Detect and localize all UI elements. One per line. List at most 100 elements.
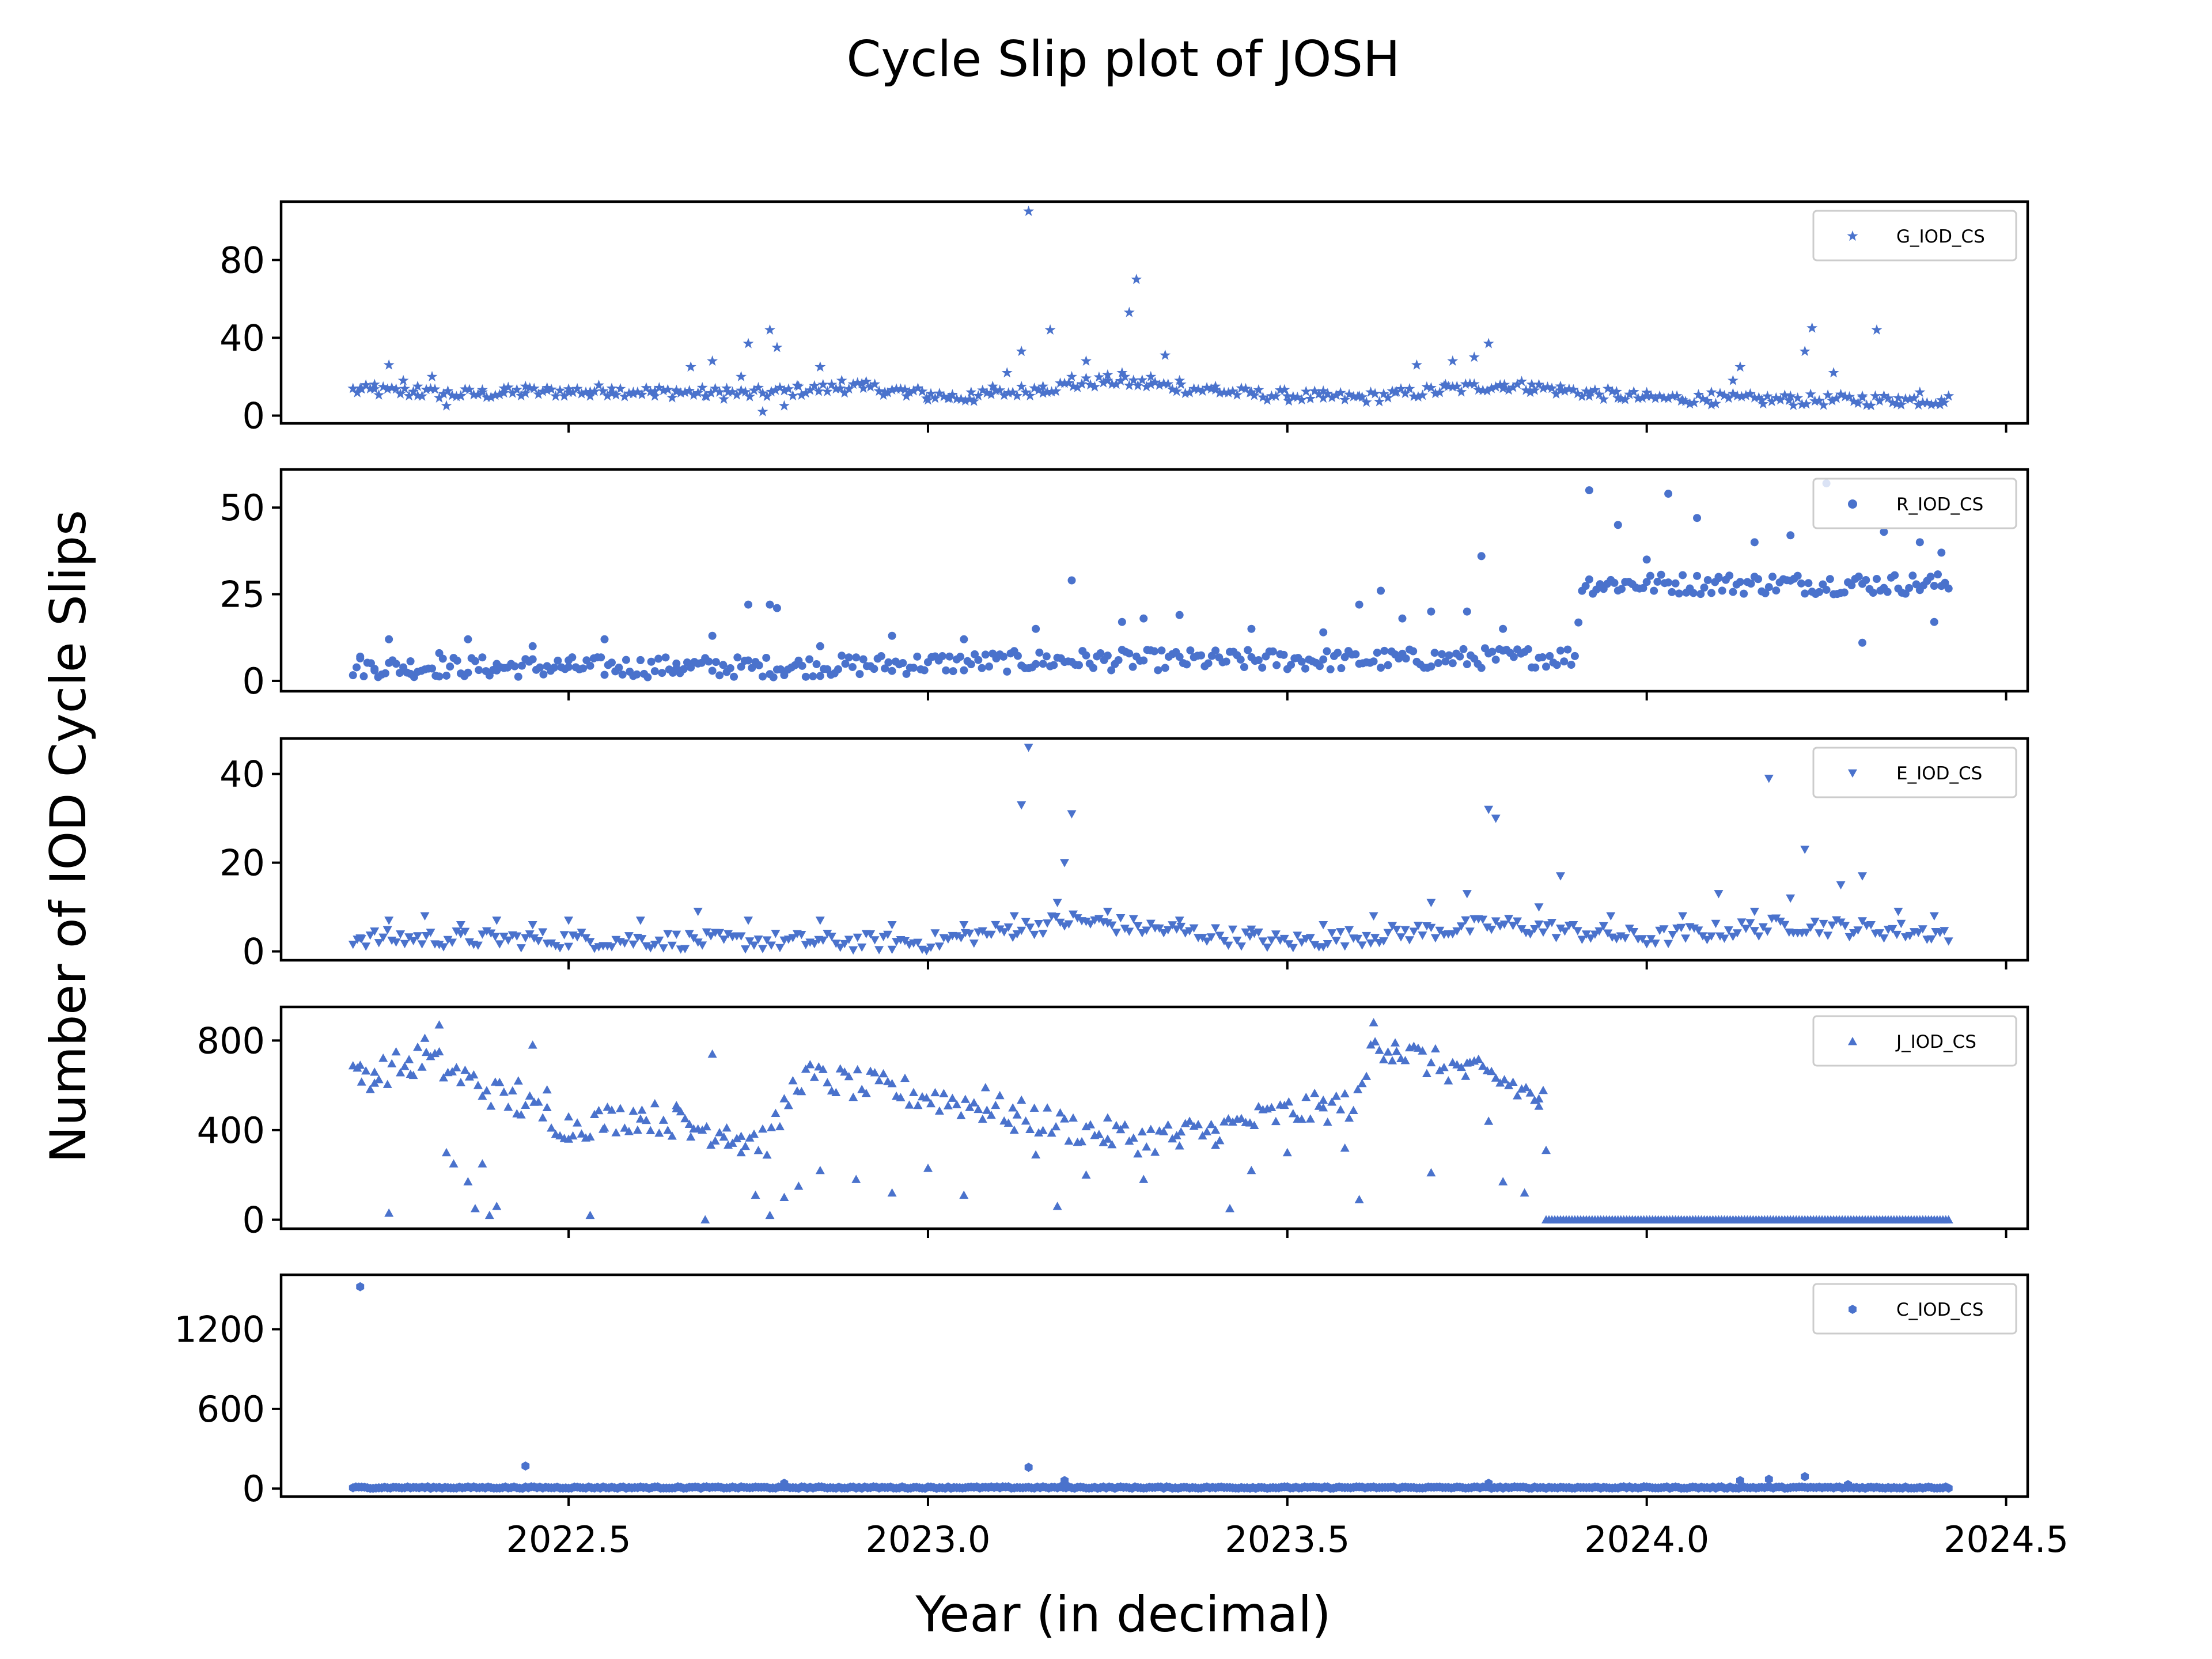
legend-marker [1848, 499, 1857, 509]
data-point [636, 656, 645, 664]
data-point [956, 653, 965, 661]
data-point [771, 930, 781, 938]
data-point [1537, 382, 1549, 393]
data-point [493, 666, 501, 675]
data-point [1012, 1110, 1022, 1119]
data-point [1313, 388, 1325, 399]
data-point [978, 664, 986, 672]
data-point [547, 1123, 556, 1132]
data-point [1585, 386, 1596, 397]
data-point [1880, 528, 1888, 536]
data-point [1107, 1140, 1117, 1149]
data-point [650, 1099, 660, 1108]
data-point [1369, 657, 1378, 666]
data-point [1560, 927, 1570, 936]
data-point [1398, 614, 1407, 623]
data-point [550, 390, 562, 401]
data-point [840, 940, 850, 949]
data-point [1082, 651, 1090, 660]
data-point [623, 388, 635, 399]
data-point [1107, 921, 1117, 930]
legend-marker [1849, 1305, 1857, 1314]
data-point [758, 945, 767, 953]
data-point [1021, 1116, 1031, 1125]
data-point [969, 1098, 979, 1107]
data-point [1551, 388, 1562, 399]
data-point [844, 935, 854, 944]
data-point [1293, 931, 1302, 940]
data-point [1567, 661, 1575, 669]
data-point [481, 391, 493, 402]
data-point [1556, 925, 1565, 933]
data-point [883, 930, 893, 940]
data-point [757, 406, 768, 416]
data-point [1353, 1085, 1363, 1093]
data-point [959, 1190, 969, 1199]
data-point [1426, 899, 1436, 907]
data-point [649, 390, 661, 401]
data-point [403, 390, 415, 401]
data-point [877, 652, 885, 661]
data-point [848, 662, 857, 671]
data-point [1729, 588, 1737, 596]
data-point [743, 338, 754, 349]
data-point [1291, 391, 1303, 402]
data-point [771, 342, 783, 353]
data-point [492, 1202, 502, 1210]
data-point [1344, 926, 1354, 935]
data-point [1858, 917, 1867, 926]
data-point [1707, 589, 1715, 597]
data-point [1930, 581, 1938, 590]
data-point [1430, 934, 1440, 943]
data-point [355, 1060, 365, 1069]
data-point [1041, 386, 1053, 397]
data-point [1483, 338, 1494, 349]
data-point [1486, 382, 1497, 393]
data-point [1555, 384, 1566, 395]
data-point [643, 673, 652, 681]
data-point [1749, 927, 1759, 935]
data-point [1287, 661, 1296, 669]
data-point [1567, 384, 1579, 395]
data-point [597, 385, 609, 396]
data-point [602, 390, 613, 401]
data-point [507, 387, 518, 398]
data-point [486, 1101, 496, 1110]
data-point [1620, 934, 1630, 943]
data-point [1642, 578, 1651, 586]
data-point [1611, 386, 1622, 397]
data-point [1012, 930, 1022, 939]
data-point [753, 1146, 763, 1154]
data-point [417, 940, 427, 949]
chart-title: Cycle Slip plot of JOSH [846, 31, 1400, 88]
data-point [1175, 611, 1184, 619]
series-J_IOD_CS [348, 1018, 1953, 1224]
data-point [732, 1134, 742, 1142]
data-point [1409, 647, 1418, 656]
data-point [1491, 1073, 1501, 1082]
data-point [426, 1052, 435, 1060]
data-point [1042, 652, 1051, 661]
data-point [607, 943, 616, 952]
data-point [413, 932, 423, 941]
data-point [1047, 1128, 1056, 1137]
data-point [1008, 1103, 1018, 1112]
data-point [1936, 394, 1947, 405]
data-point [1116, 367, 1128, 378]
data-point [1418, 1046, 1427, 1055]
data-point [1426, 1168, 1436, 1177]
data-point [1430, 388, 1441, 399]
data-point [1559, 385, 1570, 396]
legend-box [1812, 1015, 2017, 1067]
plot-area-frame [279, 1005, 2029, 1230]
data-point [370, 927, 380, 936]
data-point [1875, 929, 1884, 938]
data-point [1667, 390, 1679, 401]
data-point [1044, 324, 1056, 335]
data-point [1404, 936, 1414, 945]
data-point [948, 1093, 957, 1102]
data-point [1460, 378, 1471, 389]
data-point [1849, 929, 1858, 938]
data-point [1081, 1170, 1091, 1179]
data-point [1400, 1056, 1410, 1065]
